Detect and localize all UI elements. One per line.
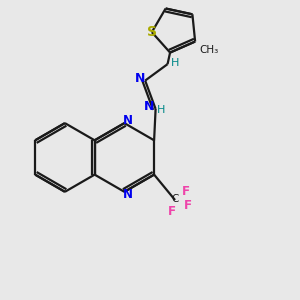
Text: F: F [168, 205, 176, 218]
Text: N: N [135, 72, 145, 85]
Text: H: H [157, 104, 165, 115]
Text: S: S [147, 25, 157, 39]
Text: N: N [123, 114, 133, 127]
Text: C: C [171, 194, 179, 203]
Text: F: F [184, 200, 192, 212]
Text: N: N [144, 100, 154, 113]
Text: H: H [171, 58, 179, 68]
Text: F: F [182, 185, 190, 198]
Text: N: N [123, 188, 133, 201]
Text: CH₃: CH₃ [200, 45, 219, 55]
